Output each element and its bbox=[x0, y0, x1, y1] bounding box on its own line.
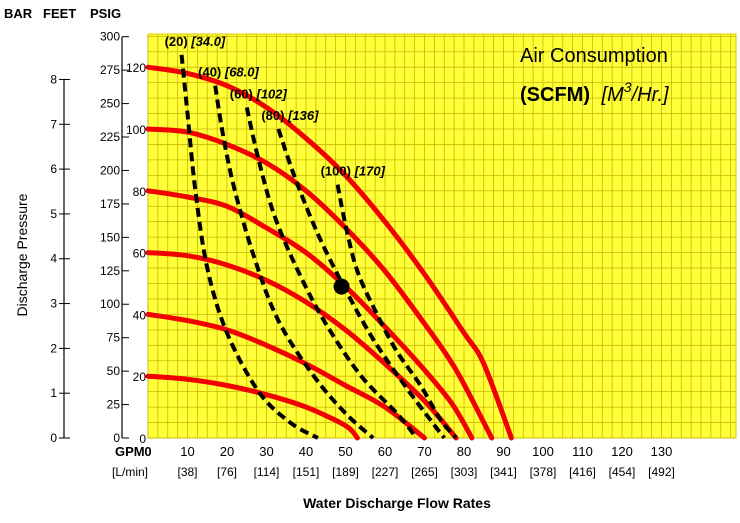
x-tick-lpm: [303] bbox=[451, 465, 478, 479]
bar-tick-label: 6 bbox=[50, 162, 57, 176]
feet-tick-label: 250 bbox=[100, 97, 120, 111]
gpm-label: GPM bbox=[115, 444, 145, 459]
x-tick-lpm: [492] bbox=[648, 465, 675, 479]
x-tick-lpm: [454] bbox=[609, 465, 636, 479]
bar-tick-label: 7 bbox=[50, 117, 57, 131]
x-tick-gpm: 40 bbox=[299, 444, 313, 459]
x-tick-gpm: 30 bbox=[259, 444, 273, 459]
bar-tick-label: 2 bbox=[50, 341, 57, 355]
air-curve-2 bbox=[244, 106, 419, 440]
feet-tick-label: 225 bbox=[100, 130, 120, 144]
air-curve-1 bbox=[213, 85, 375, 440]
feet-tick-label: 125 bbox=[100, 264, 120, 278]
grid bbox=[147, 34, 736, 439]
bar-tick-label: 1 bbox=[50, 386, 57, 400]
x-tick-lpm: [416] bbox=[569, 465, 596, 479]
x-tick-gpm: 50 bbox=[338, 444, 352, 459]
legend-title: Air Consumption bbox=[520, 45, 668, 67]
x-tick-lpm: [378] bbox=[530, 465, 557, 479]
feet-tick-label: 100 bbox=[100, 297, 120, 311]
bar-tick-label: 4 bbox=[50, 252, 57, 266]
feet-tick-label: 25 bbox=[107, 398, 121, 412]
bar-tick-label: 3 bbox=[50, 297, 57, 311]
psig-tick-label: 40 bbox=[133, 308, 147, 322]
air-curve-label: (60) [102] bbox=[230, 86, 288, 101]
bar-tick-label: 5 bbox=[50, 207, 57, 221]
pressure-curve-120 bbox=[145, 64, 514, 441]
x-tick-lpm: [151] bbox=[293, 465, 320, 479]
air-curve-3 bbox=[276, 128, 446, 440]
x-tick-lpm: [265] bbox=[411, 465, 438, 479]
bar-tick-label: 0 bbox=[50, 431, 57, 445]
air-curve-label: (100) [170] bbox=[321, 164, 386, 179]
x-tick-gpm: 130 bbox=[651, 444, 673, 459]
feet-tick-label: 175 bbox=[100, 197, 120, 211]
feet-tick-label: 150 bbox=[100, 230, 120, 244]
x-axis-title: Water Discharge Flow Rates bbox=[303, 495, 491, 511]
x-tick-gpm: 90 bbox=[496, 444, 510, 459]
x-tick-gpm: 100 bbox=[532, 444, 554, 459]
psig-tick-label: 0 bbox=[139, 432, 146, 446]
x-tick-lpm: [114] bbox=[254, 465, 280, 479]
psig-tick-label: 80 bbox=[133, 185, 147, 199]
x-tick-gpm: 60 bbox=[378, 444, 392, 459]
bar-header: BAR bbox=[4, 6, 33, 21]
feet-tick-label: 200 bbox=[100, 163, 120, 177]
x-tick-lpm: [76] bbox=[217, 465, 237, 479]
legend-unit-italic-prefix: [M bbox=[601, 84, 625, 106]
x-tick-lpm: [227] bbox=[372, 465, 399, 479]
feet-tick-label: 75 bbox=[107, 331, 121, 345]
legend-unit-bold: (SCFM) bbox=[520, 84, 590, 106]
pressure-curves bbox=[145, 64, 514, 441]
air-consumption-curves: (20) [34.0] (40) [68.0] (60) [102] (80) [13… bbox=[165, 34, 458, 440]
x-tick-gpm: 110 bbox=[572, 444, 593, 459]
feet-tick-label: 275 bbox=[100, 63, 120, 77]
y-axis-title: Discharge Pressure bbox=[14, 193, 30, 316]
legend-unit-italic-suffix: /Hr.] bbox=[630, 84, 669, 106]
feet-header: FEET bbox=[43, 6, 76, 21]
pressure-curve-60 bbox=[145, 250, 459, 441]
y-axes: 0204060801001200255075100125150175200225… bbox=[50, 30, 146, 446]
feet-tick-label: 0 bbox=[113, 431, 120, 445]
psig-tick-label: 20 bbox=[133, 370, 147, 384]
x-tick-gpm: 0 bbox=[144, 444, 151, 459]
operating-point-marker bbox=[333, 278, 350, 295]
x-tick-lpm: [38] bbox=[177, 465, 197, 479]
pressure-curve-100 bbox=[145, 126, 495, 441]
pressure-curve-80 bbox=[145, 188, 475, 441]
legend-unit-sup: 3 bbox=[624, 79, 632, 95]
x-tick-gpm: 20 bbox=[220, 444, 234, 459]
x-tick-gpm: 10 bbox=[180, 444, 194, 459]
x-tick-gpm: 70 bbox=[417, 444, 431, 459]
psig-tick-label: 120 bbox=[126, 61, 146, 75]
pressure-curve-40 bbox=[145, 311, 427, 441]
legend-unit: (SCFM) [M3/Hr.] bbox=[520, 79, 669, 106]
x-tick-lpm: [341] bbox=[490, 465, 517, 479]
bar-tick-label: 8 bbox=[50, 72, 57, 86]
x-tick-lpm: [189] bbox=[332, 465, 359, 479]
x-tick-gpm: 80 bbox=[457, 444, 471, 459]
psig-tick-label: 100 bbox=[126, 123, 146, 137]
pressure-curve-20 bbox=[145, 373, 360, 441]
air-curve-label: (80) [136] bbox=[261, 108, 319, 123]
feet-tick-label: 50 bbox=[107, 364, 121, 378]
air-curve-0 bbox=[179, 54, 319, 440]
psig-header: PSIG bbox=[90, 6, 121, 21]
lpm-label: [L/min] bbox=[112, 465, 148, 479]
psig-tick-label: 60 bbox=[133, 247, 147, 261]
x-tick-gpm: 120 bbox=[611, 444, 633, 459]
air-curve-label: (40) [68.0] bbox=[198, 65, 259, 80]
feet-tick-label: 300 bbox=[100, 30, 120, 44]
air-curve-label: (20) [34.0] bbox=[165, 34, 226, 49]
x-axis: 0 10 [38] 20 [76] 30 [114] 40 [151] 50 [189] 60 [227… bbox=[144, 444, 674, 479]
air-curve-4 bbox=[335, 184, 458, 440]
